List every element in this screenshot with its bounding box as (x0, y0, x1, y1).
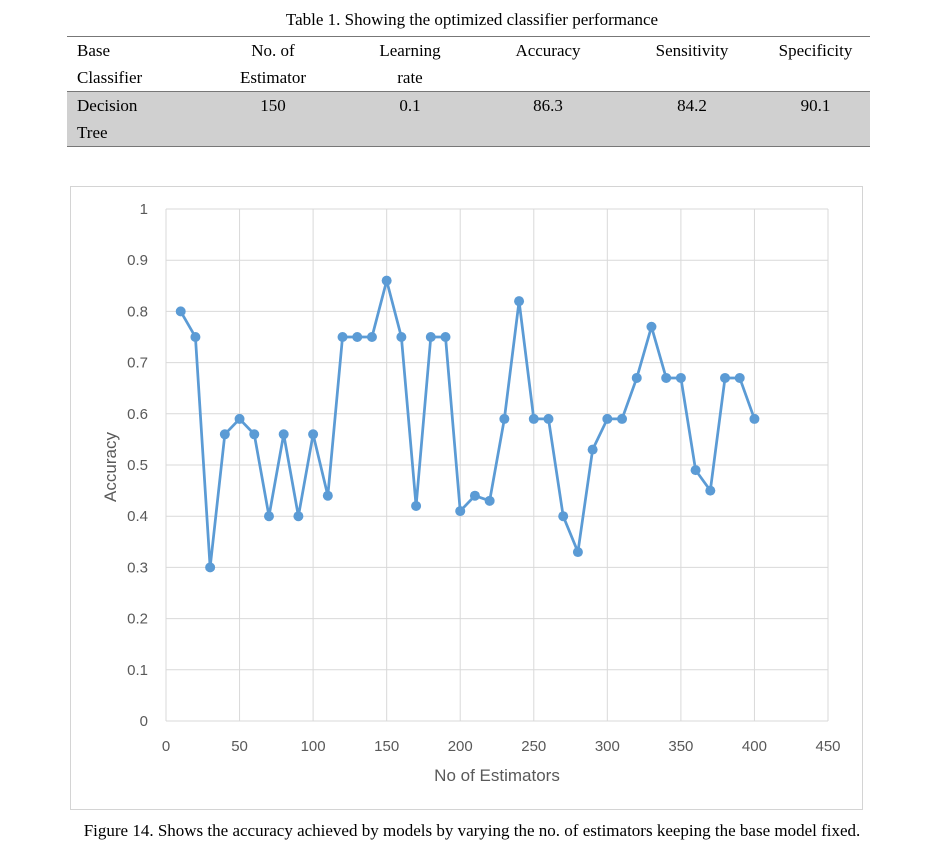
x-tick-label: 0 (162, 738, 170, 755)
data-point (263, 511, 274, 522)
cell-no-of-estimator: 150 (199, 91, 347, 147)
header-line: Classifier (77, 68, 143, 87)
data-point (411, 500, 422, 511)
cell-accuracy: 86.3 (473, 91, 623, 147)
data-point (514, 296, 525, 307)
data-point (352, 332, 363, 342)
x-tick-label: 150 (374, 738, 399, 755)
data-point (499, 413, 510, 424)
y-axis-label: Accuracy (101, 432, 120, 502)
cell-learning-rate: 0.1 (347, 91, 473, 147)
data-point (602, 413, 613, 424)
data-point (705, 485, 716, 496)
y-tick-label: 0.7 (127, 355, 148, 372)
data-point (396, 332, 407, 342)
data-point (337, 332, 348, 342)
data-point (455, 506, 466, 517)
x-tick-label: 50 (231, 738, 248, 755)
data-point (543, 413, 554, 424)
data-point (234, 413, 245, 424)
header-line: Specificity (778, 41, 853, 60)
data-point (190, 332, 201, 342)
header-line: Accuracy (515, 41, 581, 60)
data-point (690, 465, 701, 476)
header-line: rate (397, 68, 423, 87)
data-point (219, 429, 230, 440)
header-line: Estimator (239, 68, 307, 87)
y-tick-label: 0.8 (127, 303, 148, 320)
data-point (617, 413, 628, 424)
data-point (293, 511, 304, 522)
data-point (720, 372, 731, 383)
cell-line: Decision (77, 96, 138, 115)
data-point (661, 372, 672, 383)
x-tick-label: 400 (742, 738, 767, 755)
table-header-row: Base Classifier No. of Estimator Learnin… (67, 36, 870, 92)
y-tick-label: 0.9 (127, 252, 148, 269)
x-tick-labels: 0 50 100 150 200 250 300 350 400 450 (162, 738, 841, 755)
data-point (484, 495, 495, 506)
data-point (734, 372, 745, 383)
data-point (205, 562, 216, 573)
x-tick-label: 350 (668, 738, 693, 755)
y-tick-label: 0.2 (127, 611, 148, 628)
data-point (558, 511, 569, 522)
data-point (631, 372, 642, 383)
data-point (440, 332, 451, 342)
data-point (572, 547, 583, 558)
data-point (278, 429, 289, 440)
data-point (322, 490, 333, 501)
table-caption: Table 1. Showing the optimized classifie… (285, 10, 659, 29)
x-tick-label: 100 (301, 738, 326, 755)
data-point (175, 306, 186, 317)
header-line: Learning (379, 41, 441, 60)
performance-table: Base Classifier No. of Estimator Learnin… (67, 36, 870, 147)
figure-caption: Figure 14. Shows the accuracy achieved b… (83, 821, 861, 840)
data-point (528, 413, 539, 424)
header-learning-rate: Learning rate (347, 36, 473, 92)
y-tick-labels: 0 0.1 0.2 0.3 0.4 0.5 0.6 0.7 0.8 0.9 1 (127, 201, 148, 730)
y-tick-label: 1 (140, 201, 148, 218)
y-tick-label: 0.6 (127, 406, 148, 423)
data-point (646, 321, 657, 332)
header-specificity: Specificity (761, 36, 870, 92)
series-plot (175, 275, 760, 573)
x-tick-label: 250 (521, 738, 546, 755)
cell-base-classifier: Decision Tree (67, 91, 199, 147)
data-point (587, 444, 598, 455)
data-point (366, 332, 377, 342)
x-tick-label: 450 (815, 738, 840, 755)
y-tick-label: 0 (140, 713, 148, 730)
header-base-classifier: Base Classifier (67, 36, 199, 92)
x-tick-label: 200 (448, 738, 473, 755)
header-accuracy: Accuracy (473, 36, 623, 92)
header-line: Sensitivity (655, 41, 729, 60)
series-line (179, 279, 756, 569)
y-tick-label: 0.5 (127, 457, 148, 474)
accuracy-line-chart: 0 0.1 0.2 0.3 0.4 0.5 0.6 0.7 0.8 0.9 1 0 50 100 150 2… (101, 201, 841, 785)
header-line: Base (77, 41, 111, 60)
data-point (675, 372, 686, 383)
y-tick-label: 0.4 (127, 508, 148, 525)
x-axis-label: No of Estimators (434, 766, 560, 785)
table-row: Decision Tree 150 0.1 86.3 84.2 90.1 (67, 91, 870, 147)
header-sensitivity: Sensitivity (623, 36, 761, 92)
data-point (469, 490, 480, 501)
data-point (249, 429, 260, 440)
cell-specificity: 90.1 (761, 91, 870, 147)
data-point (749, 413, 760, 424)
y-tick-label: 0.1 (127, 662, 148, 679)
cell-line: Tree (77, 123, 108, 142)
data-point (308, 429, 319, 440)
y-tick-label: 0.3 (127, 559, 148, 576)
data-point (425, 332, 436, 342)
x-tick-label: 300 (595, 738, 620, 755)
header-no-of-estimator: No. of Estimator (199, 36, 347, 92)
data-point (381, 275, 392, 286)
header-line: No. of (251, 41, 295, 60)
chart-frame: 0 0.1 0.2 0.3 0.4 0.5 0.6 0.7 0.8 0.9 1 0 50 100 150 2… (70, 186, 863, 810)
cell-sensitivity: 84.2 (623, 91, 761, 147)
